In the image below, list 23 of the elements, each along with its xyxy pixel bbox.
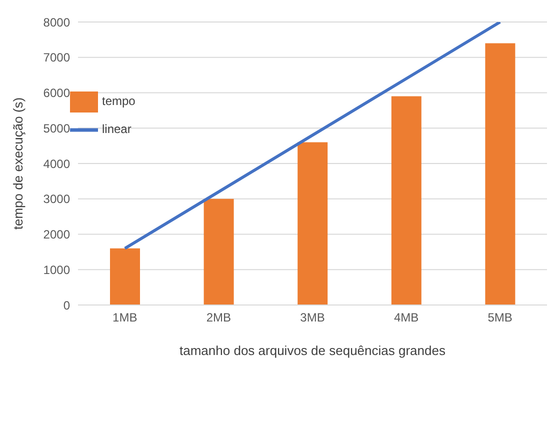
bar — [298, 142, 328, 305]
y-tick-label: 1000 — [43, 262, 70, 277]
y-tick-label: 5000 — [43, 121, 70, 136]
bar — [391, 96, 422, 305]
bar — [485, 43, 516, 305]
y-tick-label: 7000 — [43, 50, 70, 65]
y-tick-label: 0 — [63, 298, 70, 312]
x-tick-label: 4MB — [394, 310, 419, 325]
y-tick-label: 2000 — [43, 228, 70, 242]
y-tick-label: 4000 — [43, 156, 70, 171]
bar — [110, 248, 140, 305]
legend-label: tempo — [102, 94, 136, 108]
y-tick-label: 8000 — [43, 15, 70, 30]
y-tick-label: 6000 — [43, 86, 70, 100]
bar — [204, 198, 234, 305]
x-tick-label: 1MB — [112, 310, 138, 325]
y-axis-title: tempo de execução (s) — [10, 97, 26, 230]
x-axis-title: tamanho dos arquivos de sequências grandes — [180, 343, 446, 358]
x-tick-label: 5MB — [488, 310, 512, 325]
x-tick-label: 3MB — [300, 310, 325, 325]
y-tick-label: 3000 — [43, 192, 70, 206]
x-tick-label: 2MB — [206, 310, 232, 325]
legend-label: linear — [102, 122, 132, 136]
